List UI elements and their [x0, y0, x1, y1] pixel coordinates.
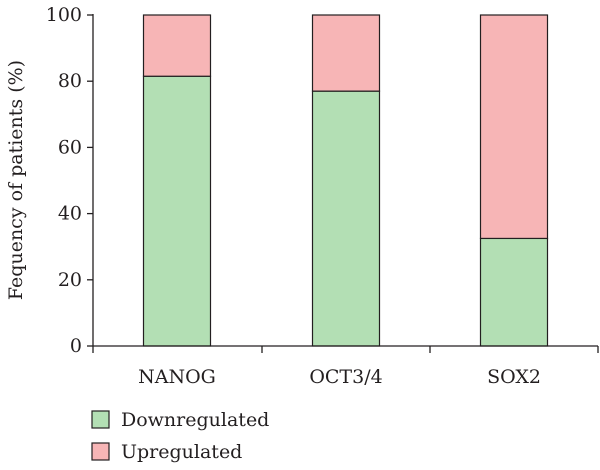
bar-oct3-4-downregulated	[311, 90, 381, 347]
legend-label-downregulated: Downregulated	[121, 409, 269, 431]
y-tick-label-60: 60	[58, 136, 82, 158]
y-ticks-group: 0 20 40 60 80 100	[46, 4, 93, 357]
bar-nanog-downregulated	[142, 75, 212, 347]
y-tick-label-100: 100	[46, 4, 82, 26]
bar-sox2-downregulated	[479, 237, 549, 347]
legend-swatch-downregulated	[91, 410, 110, 429]
bar-sox2-upregulated	[479, 14, 549, 240]
y-tick-label-80: 80	[58, 70, 82, 92]
y-tick-label-0: 0	[70, 335, 82, 357]
y-tick-label-40: 40	[58, 203, 82, 225]
bar-nanog-upregulated	[142, 14, 212, 77]
legend: Downregulated Upregulated	[91, 409, 269, 463]
x-category-label-sox2: SOX2	[487, 366, 541, 388]
y-axis-label: Fequency of patients (%)	[5, 60, 27, 300]
bar-oct3-4-upregulated	[311, 14, 381, 92]
legend-swatch-upregulated	[91, 442, 110, 461]
axes-group	[92, 14, 598, 347]
x-category-label-nanog: NANOG	[138, 366, 216, 388]
legend-label-upregulated: Upregulated	[121, 441, 242, 463]
x-categories-group: NANOG OCT3/4 SOX2	[92, 346, 599, 388]
bars-group	[142, 14, 549, 347]
x-category-label-oct3-4: OCT3/4	[309, 366, 382, 388]
y-tick-label-20: 20	[58, 269, 82, 291]
